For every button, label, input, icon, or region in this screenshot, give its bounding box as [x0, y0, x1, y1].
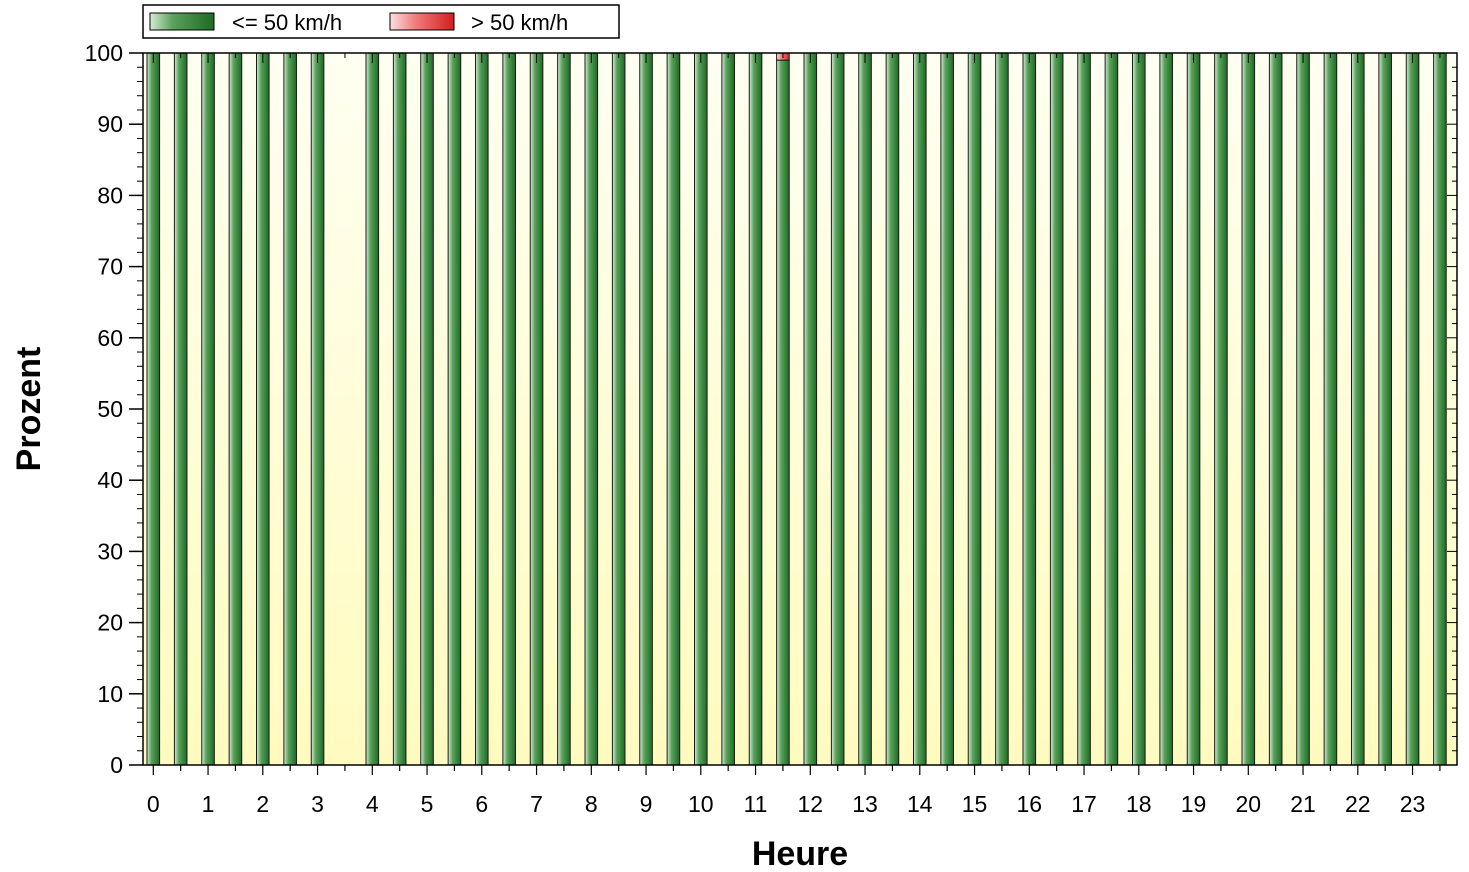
bar-under-50-6	[310, 52, 325, 766]
bar-under-50-1	[173, 52, 188, 766]
bar-under-50-28	[913, 52, 927, 766]
bar-under-50-12	[475, 52, 489, 766]
y-tick-label: 0	[110, 752, 123, 778]
x-tick-label: 14	[907, 791, 933, 817]
x-tick-label: 20	[1235, 791, 1261, 817]
legend-label-under-50: <= 50 km/h	[232, 10, 342, 35]
bar-under-50-13	[502, 52, 516, 766]
bar-under-50-34	[1077, 52, 1091, 766]
bar-under-50-38	[1186, 52, 1201, 766]
legend-box	[142, 4, 620, 39]
x-tick-label: 3	[311, 791, 324, 817]
bar-under-50-9	[392, 52, 407, 766]
bar-under-50-19	[666, 52, 681, 766]
bar-under-50-23	[776, 59, 790, 766]
y-tick-label: 90	[97, 111, 123, 137]
x-tick-label: 23	[1400, 791, 1426, 817]
legend-swatch-over-50	[389, 12, 455, 31]
x-tick-label: 22	[1345, 791, 1371, 817]
x-tick-label: 4	[366, 791, 379, 817]
bar-under-50-22	[748, 52, 763, 766]
bar-under-50-4	[256, 52, 270, 766]
legend-swatch-under-50	[149, 12, 215, 31]
y-tick-label: 50	[97, 396, 123, 422]
bar-under-50-31	[995, 52, 1009, 766]
x-tick-label: 15	[962, 791, 988, 817]
bar-under-50-18	[639, 52, 653, 766]
bar-under-50-2	[201, 52, 215, 766]
bar-under-50-11	[447, 52, 462, 766]
x-tick-label: 10	[688, 791, 714, 817]
x-axis-title: Heure	[752, 835, 848, 872]
y-tick-label: 30	[97, 538, 123, 564]
bar-under-50-26	[858, 52, 872, 766]
bar-under-50-25	[830, 52, 845, 766]
bar-under-50-35	[1104, 52, 1119, 766]
plot-area	[143, 53, 1457, 765]
y-tick-label: 100	[85, 40, 123, 66]
x-axis: 0 1 2 3 4 5 6 7 8 9 10 11 12 13 14 15 16 17 18 19 20 21 22 23	[147, 53, 1441, 817]
bar-under-50-8	[365, 52, 380, 766]
bar-under-50-41	[1268, 52, 1283, 766]
bar-under-50-21	[721, 52, 735, 766]
bars-group	[146, 52, 1447, 766]
bar-under-50-20	[694, 52, 708, 766]
bar-under-50-44	[1351, 52, 1365, 766]
bar-under-50-16	[584, 52, 599, 766]
x-tick-label: 12	[797, 791, 823, 817]
x-tick-label: 13	[852, 791, 878, 817]
y-tick-label: 10	[97, 681, 123, 707]
bar-under-50-29	[940, 52, 954, 766]
bar-under-50-36	[1132, 52, 1146, 766]
y-tick-label: 60	[97, 325, 123, 351]
x-tick-label: 6	[475, 791, 488, 817]
bar-under-50-15	[557, 52, 571, 766]
x-tick-label: 2	[256, 791, 269, 817]
bar-under-50-40	[1241, 52, 1256, 766]
x-tick-label: 7	[530, 791, 543, 817]
x-tick-label: 18	[1126, 791, 1152, 817]
x-tick-label: 5	[421, 791, 434, 817]
legend: <= 50 km/h > 50 km/h	[142, 4, 620, 39]
x-tick-label: 19	[1181, 791, 1207, 817]
legend-label-over-50: > 50 km/h	[471, 10, 568, 35]
x-tick-label: 1	[202, 791, 215, 817]
y-tick-label: 70	[97, 254, 123, 280]
y-tick-label: 80	[97, 182, 123, 208]
bar-under-50-37	[1159, 52, 1173, 766]
bar-under-50-3	[228, 52, 243, 766]
bar-under-50-33	[1049, 52, 1064, 766]
bar-under-50-42	[1296, 52, 1310, 766]
bar-under-50-27	[885, 52, 900, 766]
bar-under-50-10	[420, 52, 434, 766]
y-tick-label: 40	[97, 467, 123, 493]
y-axis-title: Prozent	[10, 347, 48, 472]
x-tick-label: 8	[585, 791, 598, 817]
bar-under-50-32	[1022, 52, 1037, 766]
bar-under-50-30	[967, 52, 982, 766]
x-tick-label: 16	[1016, 791, 1042, 817]
x-tick-label: 21	[1290, 791, 1316, 817]
x-tick-label: 9	[640, 791, 653, 817]
bar-under-50-45	[1378, 52, 1392, 766]
bar-under-50-47	[1433, 52, 1447, 766]
y-axis: 0 10 20 30 40 50 60 70 80 90 100	[85, 40, 1457, 778]
y-tick-label: 20	[97, 610, 123, 636]
bar-under-50-14	[529, 52, 544, 766]
x-tick-label: 11	[744, 791, 768, 817]
bar-under-50-5	[283, 52, 297, 766]
bar-under-50-43	[1323, 52, 1338, 766]
x-tick-label: 17	[1071, 791, 1097, 817]
bar-under-50-39	[1214, 52, 1228, 766]
bar-under-50-0	[146, 52, 161, 766]
bar-under-50-17	[611, 52, 626, 766]
bar-under-50-24	[803, 52, 818, 766]
bar-under-50-46	[1405, 52, 1420, 766]
x-tick-label: 0	[147, 791, 160, 817]
